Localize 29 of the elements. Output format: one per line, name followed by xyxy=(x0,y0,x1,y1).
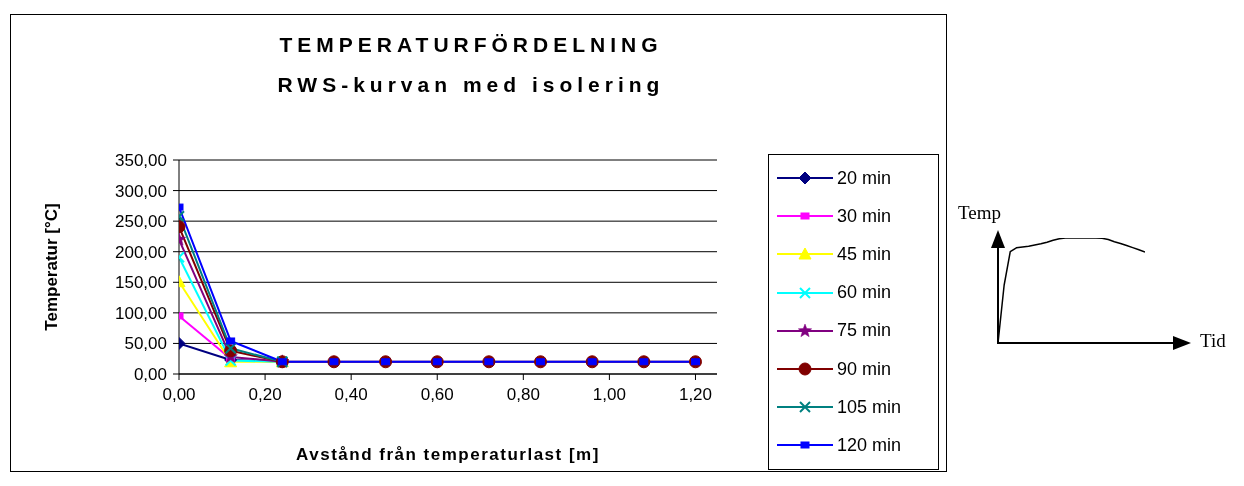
y-axis-title: Temp xyxy=(958,202,1001,224)
chart-title: TEMPERATURFÖRDELNING xyxy=(278,32,664,58)
legend-label: 105 min xyxy=(837,396,902,418)
legend-label: 120 min xyxy=(837,434,902,456)
legend-label: 75 min xyxy=(837,320,892,342)
chart-subtitle: RWS-kurvan med isolering xyxy=(276,72,666,98)
x-tick-label: 1,20 xyxy=(678,385,713,405)
x-tick-label: 0,80 xyxy=(506,385,540,405)
x-tick-label: 0,40 xyxy=(334,385,368,405)
y-tick-label: 200,00 xyxy=(115,242,167,262)
legend-label: 45 min xyxy=(837,243,892,265)
legend-label: 20 min xyxy=(837,167,892,189)
x-tick-label: 1,00 xyxy=(592,385,626,405)
y-tick-label: 0,00 xyxy=(133,365,167,385)
y-tick-label: 150,00 xyxy=(115,273,167,293)
x-tick-label: 0,00 xyxy=(162,385,196,405)
legend-label: 90 min xyxy=(837,358,892,380)
y-tick-label: 100,00 xyxy=(115,303,167,323)
y-axis-title: Temperatur [°C] xyxy=(42,203,62,331)
y-tick-label: 250,00 xyxy=(115,212,167,232)
y-tick-label: 350,00 xyxy=(115,151,167,171)
x-axis-title: Avstånd från temperaturlast [m] xyxy=(296,445,600,464)
legend-label: 30 min xyxy=(837,205,892,227)
x-axis-title: Tid xyxy=(1200,330,1226,352)
x-tick-label: 0,60 xyxy=(420,385,454,405)
legend-label: 60 min xyxy=(837,282,892,304)
y-tick-label: 300,00 xyxy=(115,181,167,201)
y-tick-label: 50,00 xyxy=(124,334,167,354)
x-tick-label: 0,20 xyxy=(248,385,282,405)
